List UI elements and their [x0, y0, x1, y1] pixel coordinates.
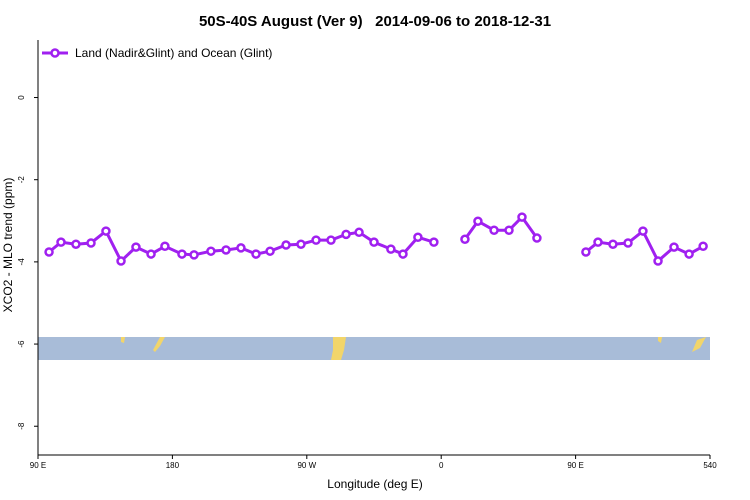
x-tick-label: 90 W [297, 461, 316, 470]
data-point [177, 249, 187, 259]
data-point [593, 237, 603, 247]
legend-marker [50, 48, 60, 58]
data-point [532, 233, 542, 243]
y-tick-label: -2 [17, 176, 26, 184]
data-point [504, 225, 514, 235]
land-patch [153, 337, 165, 352]
data-point [413, 232, 423, 242]
data-point [206, 246, 216, 256]
data-point [623, 238, 633, 248]
land-patch [121, 337, 125, 343]
map-strip [38, 337, 710, 360]
ocean-band [38, 337, 710, 360]
y-tick-label: -4 [17, 258, 26, 266]
data-point [221, 245, 231, 255]
data-point [146, 249, 156, 259]
x-tick-label: 90 E [567, 461, 583, 470]
data-point [473, 216, 483, 226]
x-tick-label: 0 [439, 461, 444, 470]
y-axis-label: XCO2 - MLO trend (ppm) [1, 178, 15, 313]
chart-title: 50S-40S August (Ver 9) 2014-09-06 to 201… [199, 13, 551, 30]
data-point [160, 241, 170, 252]
data-point [101, 226, 111, 236]
x-tick-label: 180 [166, 461, 180, 470]
data-point [189, 250, 199, 260]
data-point [517, 212, 527, 222]
data-point [369, 237, 379, 247]
y-tick-label: 0 [17, 95, 26, 100]
data-point [131, 242, 141, 252]
data-point [296, 239, 306, 249]
data-point [354, 227, 364, 238]
data-point [608, 239, 618, 249]
data-point [638, 226, 648, 236]
x-tick-label: 90 E [30, 461, 46, 470]
data-point [460, 234, 470, 245]
data-point [386, 244, 396, 254]
data-point [265, 246, 275, 256]
data-point [251, 249, 261, 259]
data-point [653, 256, 663, 266]
land-patch [658, 337, 662, 343]
data-point [44, 247, 54, 257]
land-patch [692, 337, 706, 352]
data-point [398, 249, 408, 259]
x-axis-label: Longitude (deg E) [327, 477, 422, 491]
data-point [326, 235, 336, 245]
data-point [698, 241, 708, 252]
data-point [71, 239, 81, 249]
data-point [429, 237, 439, 247]
data-point [116, 256, 126, 266]
x-tick-label: 540 [703, 461, 717, 470]
y-tick-label: -8 [17, 422, 26, 430]
data-point [341, 229, 351, 240]
legend-label: Land (Nadir&Glint) and Ocean (Glint) [75, 46, 272, 60]
data-point [489, 225, 499, 235]
land-patch [331, 337, 346, 360]
data-point [56, 237, 66, 247]
data-point [669, 242, 679, 252]
data-point [581, 247, 591, 257]
data-point [311, 235, 321, 245]
data-point [684, 249, 694, 259]
data-point [86, 238, 96, 248]
y-tick-label: -6 [17, 340, 26, 348]
data-point [236, 243, 246, 253]
data-point [281, 240, 291, 250]
